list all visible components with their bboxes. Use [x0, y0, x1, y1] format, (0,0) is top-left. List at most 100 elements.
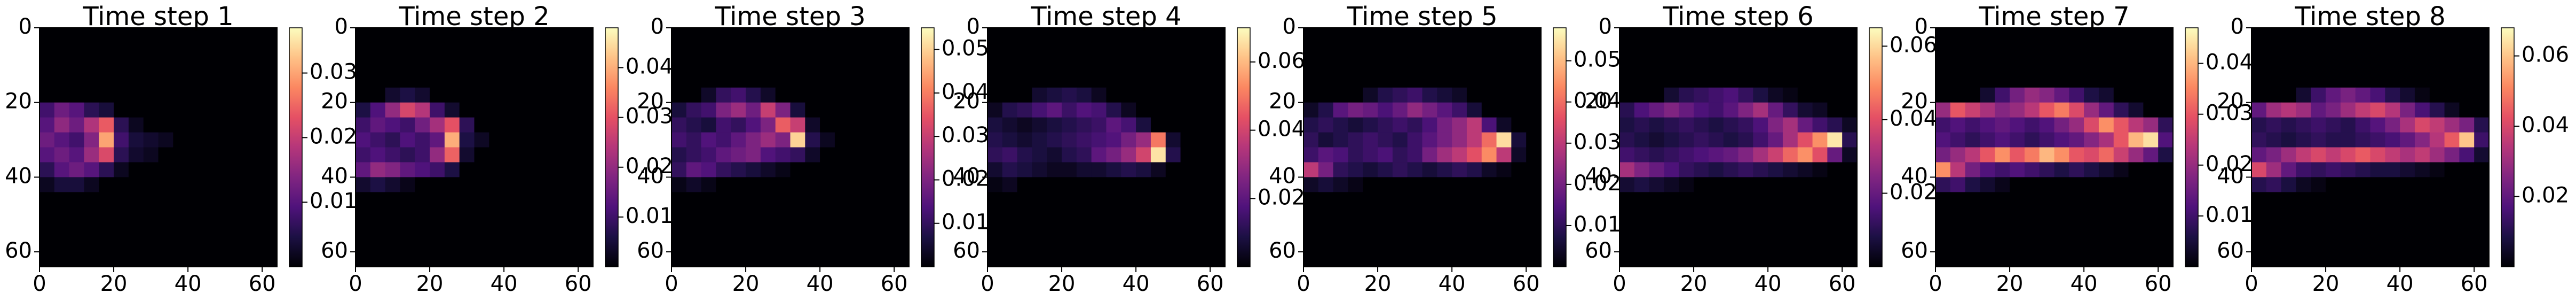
heatmap-cell [2251, 28, 2267, 43]
heatmap-cell [2098, 87, 2114, 103]
heatmap-cell [775, 192, 791, 207]
heatmap-cell [1723, 192, 1739, 207]
heatmap-cell [1526, 72, 1542, 88]
heatmap-cell [2296, 177, 2311, 192]
heatmap-cell [247, 132, 263, 148]
heatmap-cell [1348, 177, 1363, 192]
heatmap-cell [158, 117, 173, 133]
heatmap-cell [671, 102, 687, 118]
colorbar-tick-label: 0.04 [1574, 89, 1621, 113]
heatmap-cell [2385, 177, 2400, 192]
heatmap-cell [533, 28, 549, 43]
heatmap-cell [2355, 102, 2370, 118]
heatmap-cell [2069, 117, 2084, 133]
heatmap-cell [820, 207, 835, 222]
colorbar-tick-label: 0.06 [2522, 43, 2569, 67]
heatmap-cell [474, 237, 489, 252]
heatmap-cell [2429, 72, 2445, 88]
x-tick-label: 60 [1513, 272, 1540, 296]
heatmap-cell [217, 252, 233, 267]
colorbar-tick-label: 0.02 [626, 154, 673, 179]
heatmap-cell [173, 57, 188, 73]
heatmap-cell [2370, 87, 2385, 103]
heatmap-cell [114, 177, 129, 192]
heatmap-cell [701, 147, 716, 163]
heatmap-cell [1797, 72, 1813, 88]
heatmap-cell [1511, 102, 1527, 118]
heatmap-cell [1333, 177, 1348, 192]
heatmap-cell [879, 177, 895, 192]
heatmap-cell [2084, 42, 2099, 58]
heatmap-cell [2370, 252, 2385, 267]
heatmap-cell [1708, 28, 1724, 43]
colorbar-tick-label: 0.03 [310, 60, 357, 84]
heatmap-cell [1032, 192, 1047, 207]
heatmap-cell [563, 117, 579, 133]
heatmap-cell [217, 72, 233, 88]
heatmap-cell [1091, 87, 1107, 103]
heatmap-cell [474, 57, 489, 73]
heatmap-cell [1136, 117, 1151, 133]
heatmap-cell [746, 147, 761, 163]
heatmap-cell [746, 132, 761, 148]
heatmap-cell [987, 192, 1003, 207]
heatmap-cell [1496, 87, 1512, 103]
heatmap-cell [1526, 252, 1542, 267]
heatmap-cell [2039, 87, 2055, 103]
heatmap-cell [1694, 222, 1709, 237]
heatmap-cell [1619, 207, 1635, 222]
heatmap-cell [1526, 87, 1542, 103]
heatmap-cell [686, 87, 702, 103]
heatmap-cell [84, 87, 99, 103]
heatmap-cell [1723, 42, 1739, 58]
heatmap-cell [143, 42, 159, 58]
heatmap-cell [504, 57, 519, 73]
heatmap-cell [1452, 192, 1467, 207]
heatmap-cell [54, 102, 70, 118]
heatmap-cell [1195, 117, 1211, 133]
heatmap-cell [1980, 162, 1995, 177]
heatmap-cell [1452, 252, 1467, 267]
heatmap-cell [2054, 87, 2069, 103]
heatmap-cell [2054, 117, 2069, 133]
heatmap-cell [400, 132, 415, 148]
heatmap-cell [1738, 42, 1753, 58]
heatmap-cell [1422, 222, 1437, 237]
heatmap-cell [1017, 72, 1032, 88]
heatmap-cell [2039, 222, 2055, 237]
heatmap-cell [1392, 117, 1408, 133]
heatmap-cell [834, 117, 850, 133]
heatmap-cell [1753, 177, 1768, 192]
heatmap-cell [2444, 177, 2460, 192]
heatmap-cell [39, 42, 55, 58]
heatmap-cell [1634, 192, 1650, 207]
heatmap-cell [1165, 72, 1181, 88]
heatmap-cell [731, 72, 746, 88]
heatmap-cell [820, 57, 835, 73]
heatmap-cell [864, 42, 880, 58]
heatmap-cell [1768, 57, 1783, 73]
heatmap-cell [158, 147, 173, 163]
heatmap-cell [1136, 72, 1151, 88]
heatmap-cell [99, 222, 114, 237]
heatmap-cell [2113, 207, 2129, 222]
heatmap-cell [1950, 28, 1966, 43]
heatmap-cell [2010, 252, 2025, 267]
heatmap-cell [1935, 162, 1951, 177]
heatmap-cell [474, 102, 489, 118]
heatmap-cell [39, 237, 55, 252]
heatmap-cell [2474, 117, 2490, 133]
heatmap-cell [217, 42, 233, 58]
heatmap-cell [1180, 102, 1196, 118]
heatmap-cell [2474, 177, 2490, 192]
heatmap-cell [760, 57, 776, 73]
heatmap-cell [578, 237, 594, 252]
heatmap-cell [444, 132, 460, 148]
heatmap-cell [1768, 147, 1783, 163]
heatmap-cell [247, 87, 263, 103]
heatmap-cell [69, 177, 84, 192]
heatmap-cell [143, 57, 159, 73]
heatmap-cell [760, 147, 776, 163]
heatmap-cell [2326, 102, 2341, 118]
heatmap-cell [1062, 192, 1077, 207]
